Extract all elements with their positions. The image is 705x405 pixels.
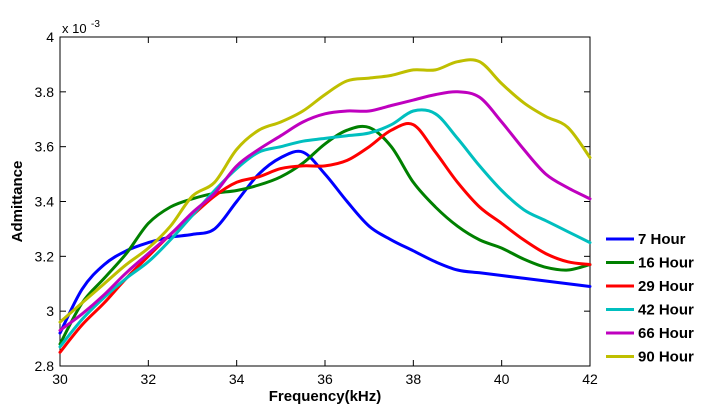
y-tick-label: 3.6	[35, 139, 55, 155]
y-tick-label: 3	[46, 303, 54, 319]
y-multiplier-exponent: -3	[91, 19, 100, 30]
series-line-29-hour	[58, 122, 592, 354]
series-line-66-hour	[58, 90, 592, 332]
x-axis-label: Frequency(kHz)	[269, 388, 382, 405]
x-tick-label: 38	[406, 371, 422, 387]
x-tick-label: 32	[141, 371, 157, 387]
series-line-16-hour	[58, 124, 592, 346]
legend-label: 42 Hour	[638, 302, 694, 319]
axis-ticks	[59, 36, 591, 367]
legend-label: 16 Hour	[638, 255, 694, 272]
x-tick-label: 30	[52, 371, 68, 387]
legend-label: 7 Hour	[638, 231, 686, 248]
series-line-90-hour	[58, 58, 592, 324]
y-axis-label: Admittance	[9, 161, 26, 243]
legend-label: 29 Hour	[638, 278, 694, 295]
axis-tick-labels: 30 32 34 36 38 40 42 2.8 3 3.2 3.4 3.6 3.8 4	[35, 29, 598, 387]
y-tick-label: 3.2	[35, 248, 55, 264]
x-tick-label: 34	[229, 371, 245, 387]
x-tick-label: 40	[494, 371, 510, 387]
y-tick-label: 3.4	[35, 194, 55, 210]
y-tick-label: 3.8	[35, 84, 55, 100]
legend: 7 Hour 16 Hour 29 Hour 42 Hour 66 Hour 90 Hou…	[606, 231, 694, 366]
series-line-7-hour	[58, 149, 592, 335]
x-tick-label: 36	[317, 371, 333, 387]
series-line-42-hour	[58, 108, 592, 349]
series-lines	[58, 58, 592, 354]
x-tick-label: 42	[582, 371, 598, 387]
plot-frame	[59, 36, 591, 367]
y-multiplier-label: x 10	[62, 21, 87, 36]
legend-label: 90 Hour	[638, 349, 694, 366]
y-tick-label: 4	[46, 29, 54, 45]
legend-label: 66 Hour	[638, 325, 694, 342]
y-tick-label: 2.8	[35, 358, 55, 374]
